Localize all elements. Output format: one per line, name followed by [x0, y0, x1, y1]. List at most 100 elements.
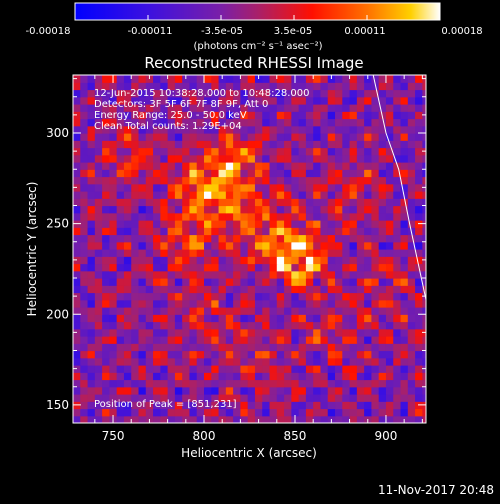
heatmap-cell — [327, 82, 336, 91]
heatmap-cell — [233, 307, 241, 315]
heatmap-cell — [116, 394, 125, 402]
heatmap-cell — [240, 350, 249, 359]
heatmap-cell — [284, 89, 292, 98]
heatmap-cell — [109, 357, 118, 366]
heatmap-cell — [262, 118, 271, 127]
heatmap-cell — [225, 307, 234, 315]
heatmap-cell — [160, 205, 169, 214]
heatmap-cell — [174, 183, 183, 192]
heatmap-cell — [196, 379, 205, 388]
heatmap-cell — [298, 133, 307, 141]
heatmap-cell — [109, 241, 118, 250]
heatmap-cell — [393, 169, 402, 178]
heatmap-cell — [320, 263, 329, 272]
heatmap-cell — [335, 220, 343, 228]
heatmap-cell — [211, 328, 220, 337]
heatmap-cell — [385, 241, 394, 250]
heatmap-cell — [291, 191, 300, 199]
heatmap-cell — [167, 176, 176, 185]
heatmap-cell — [298, 386, 307, 395]
heatmap-cell — [94, 169, 103, 178]
heatmap-cell — [174, 379, 183, 388]
heatmap-cell — [80, 176, 89, 185]
heatmap-cell — [80, 386, 89, 395]
heatmap-cell — [284, 241, 292, 250]
heatmap-cell — [87, 394, 96, 402]
heatmap-cell — [284, 96, 292, 105]
heatmap-cell — [233, 96, 241, 105]
heatmap-cell — [335, 321, 343, 330]
heatmap-cell — [211, 191, 220, 199]
heatmap-cell — [349, 205, 358, 214]
heatmap-cell — [218, 307, 227, 315]
heatmap-cell — [356, 169, 365, 178]
heatmap-cell — [254, 278, 263, 286]
heatmap-cell — [240, 220, 249, 228]
heatmap-cell — [320, 212, 329, 221]
heatmap-cell — [160, 212, 169, 221]
heatmap-cell — [247, 249, 256, 257]
heatmap-cell — [240, 205, 249, 214]
heatmap-cell — [247, 372, 256, 381]
heatmap-cell — [247, 386, 256, 395]
heatmap-cell — [167, 357, 176, 366]
heatmap-cell — [393, 372, 402, 381]
heatmap-cell — [422, 321, 426, 330]
heatmap-cell — [335, 183, 343, 192]
heatmap-cell — [116, 82, 125, 91]
heatmap-cell — [196, 372, 205, 381]
heatmap-cell — [109, 379, 118, 388]
heatmap-cell — [218, 343, 227, 352]
heatmap-cell — [254, 140, 263, 149]
heatmap-cell — [298, 394, 307, 402]
heatmap-cell — [80, 212, 89, 221]
heatmap-cell — [94, 104, 103, 112]
heatmap-cell — [385, 169, 394, 178]
heatmap-cell — [80, 365, 89, 373]
heatmap-cell — [349, 241, 358, 250]
heatmap-cell — [400, 241, 409, 250]
heatmap-cell — [160, 263, 169, 272]
heatmap-cell — [153, 285, 161, 294]
heatmap-cell — [356, 415, 365, 423]
heatmap-cell — [262, 401, 271, 410]
heatmap-cell — [80, 96, 89, 105]
heatmap-cell — [80, 379, 89, 388]
heatmap-cell — [174, 198, 183, 207]
heatmap-cell — [174, 147, 183, 156]
heatmap-cell — [233, 372, 241, 381]
heatmap-cell — [335, 169, 343, 178]
heatmap-cell — [269, 292, 278, 301]
heatmap-cell — [356, 379, 365, 388]
heatmap-cell — [305, 401, 314, 410]
heatmap-cell — [371, 263, 380, 272]
heatmap-cell — [102, 198, 110, 207]
heatmap-cell — [225, 111, 234, 120]
heatmap-cell — [400, 379, 409, 388]
heatmap-cell — [138, 365, 147, 373]
heatmap-cell — [138, 220, 147, 228]
heatmap-cell — [240, 394, 249, 402]
heatmap-cell — [73, 299, 81, 308]
heatmap-cell — [393, 220, 402, 228]
heatmap-cell — [145, 292, 154, 301]
heatmap-cell — [109, 125, 118, 134]
heatmap-cell — [422, 82, 426, 91]
heatmap-cell — [225, 82, 234, 91]
heatmap-cell — [291, 133, 300, 141]
heatmap-cell — [196, 394, 205, 402]
heatmap-cell — [182, 227, 191, 236]
heatmap-cell — [407, 372, 416, 381]
heatmap-cell — [342, 357, 351, 366]
heatmap-cell — [378, 111, 387, 120]
heatmap-cell — [298, 118, 307, 127]
heatmap-cell — [204, 357, 212, 366]
heatmap-cell — [189, 133, 198, 141]
heatmap-cell — [254, 328, 263, 337]
heatmap-cell — [356, 386, 365, 395]
heatmap-cell — [313, 169, 322, 178]
heatmap-cell — [320, 372, 329, 381]
heatmap-cell — [225, 263, 234, 272]
heatmap-cell — [80, 118, 89, 127]
heatmap-cell — [327, 111, 336, 120]
